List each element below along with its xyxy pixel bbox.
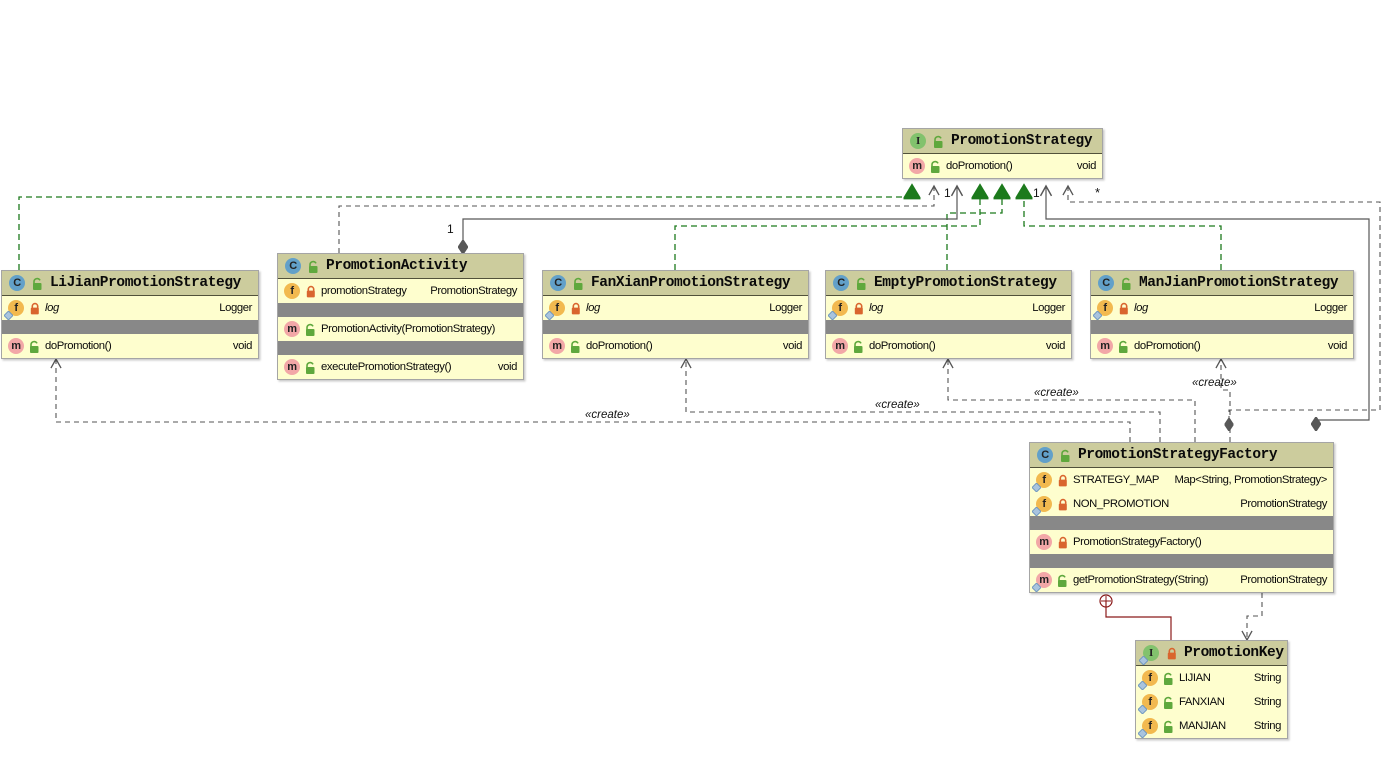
svg-text:1: 1: [447, 222, 454, 236]
svg-text:«create»: «create»: [1034, 387, 1079, 399]
svg-text:*: *: [1095, 185, 1100, 200]
svg-text:«create»: «create»: [875, 399, 920, 411]
svg-text:«create»: «create»: [1192, 377, 1237, 389]
svg-text:«create»: «create»: [585, 409, 630, 421]
svg-text:1: 1: [944, 186, 951, 200]
svg-text:1: 1: [1033, 186, 1040, 200]
